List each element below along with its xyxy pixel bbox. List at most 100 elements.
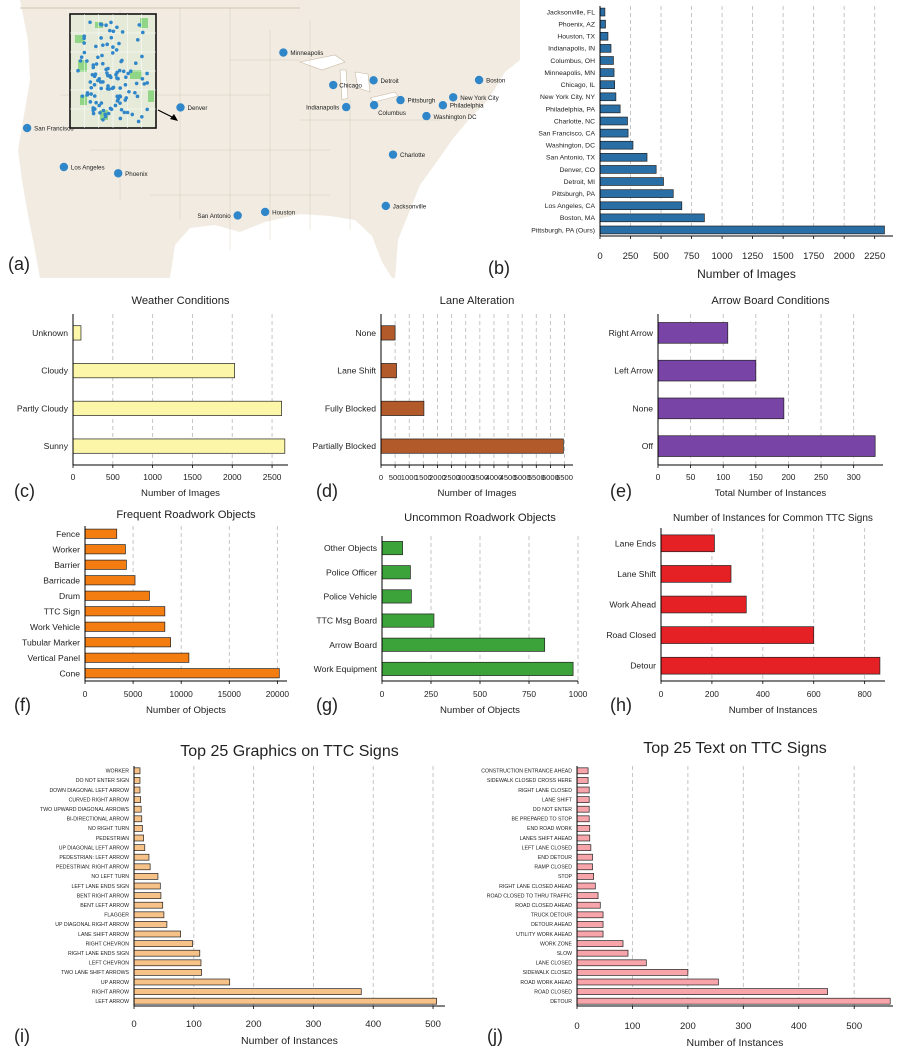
x-tick-label: 100 <box>186 1019 202 1030</box>
category-label: Chicago, IL <box>561 82 596 89</box>
inset-data-point <box>116 76 120 81</box>
x-tick-label: 600 <box>807 689 821 699</box>
category-label: NO LEFT TURN <box>91 874 129 880</box>
bar-lane-shift-arrow <box>133 930 182 938</box>
x-axis-label: Number of Instances <box>241 1035 338 1047</box>
charts-container: Jacksonville, FL Phoenix, AZ Houston, TX In… <box>14 6 893 1049</box>
x-tick-label: 2000 <box>834 251 855 262</box>
city-dot-indianapolis <box>341 102 351 112</box>
bar-right-arrow <box>657 322 729 344</box>
inset-data-point <box>92 94 97 98</box>
city-dot-columbus <box>369 100 379 110</box>
panel-label-f: (f) <box>14 695 31 715</box>
x-tick-label: 0 <box>379 473 383 482</box>
inset-data-point <box>114 48 119 52</box>
category-label: SIDEWALK CLOSED CROSS HERE <box>487 778 573 784</box>
category-label: Arrow Board <box>329 640 377 650</box>
category-label: Pittsburgh, PA (Ours) <box>531 227 595 234</box>
panel-label-i: (i) <box>14 1026 30 1046</box>
inset-data-point <box>98 80 103 84</box>
bar-detour <box>576 997 891 1005</box>
bar-right-arrow <box>133 988 362 995</box>
x-tick-label: 1500 <box>773 251 794 262</box>
panel-label-b: (b) <box>488 258 510 278</box>
category-label: Pittsburgh, PA <box>552 191 595 198</box>
x-tick-label: 750 <box>684 251 700 262</box>
category-label: DETOUR AHEAD <box>531 922 572 928</box>
city-label: Detroit <box>381 78 400 85</box>
inset-data-point <box>135 38 140 42</box>
category-label: LEFT LANE ENDS SIGN <box>71 884 129 890</box>
category-label: Off <box>642 441 654 451</box>
chart-panel-i: WORKER DO NOT ENTER SIGN DOWN DIAGONAL LEF… <box>14 743 445 1047</box>
category-label: NO RIGHT TURN <box>88 826 129 832</box>
category-label: UP ARROW <box>101 980 129 986</box>
inset-data-point <box>94 100 98 105</box>
inset-data-point <box>123 98 128 102</box>
bar-bent-left-arrow <box>133 901 164 909</box>
category-label: DOWN DIAGONAL LEFT ARROW <box>49 788 129 794</box>
x-tick-label: 1000 <box>712 251 733 262</box>
inset-data-point <box>119 107 124 112</box>
bar-worker <box>133 767 141 775</box>
city-dot-los-angeles <box>59 162 69 172</box>
x-tick-label: 50 <box>686 472 696 482</box>
bar-off <box>657 435 876 457</box>
inset-data-point <box>99 86 103 91</box>
bar-do-not-enter <box>576 805 590 813</box>
lake-erie <box>369 91 399 103</box>
inset-data-point <box>141 30 145 35</box>
bar-barrier <box>84 559 127 570</box>
bar-road-closed <box>576 988 828 995</box>
x-tick-label: 0 <box>131 1019 136 1030</box>
category-label: Washington, DC <box>546 143 595 150</box>
category-label: LANES SHIFT AHEAD <box>520 836 573 842</box>
category-label: DETOUR <box>550 999 572 1005</box>
inset-data-point <box>142 82 147 86</box>
bar-bent-right-arrow <box>133 892 162 899</box>
inset-data-point <box>111 29 116 34</box>
x-tick-label: 250 <box>814 472 828 482</box>
city-dot-detroit <box>369 76 378 85</box>
inset-data-point <box>106 84 110 88</box>
bar-lane-shift <box>380 363 397 379</box>
category-label: TTC Msg Board <box>316 616 377 626</box>
inset-data-point <box>120 58 124 63</box>
inset-data-point <box>120 30 125 34</box>
bar-fully-blocked <box>380 400 425 416</box>
bar-no-left-turn <box>133 873 159 880</box>
inset-data-point <box>89 92 93 96</box>
category-label: BI-DIRECTIONAL ARROW <box>67 817 129 823</box>
bar-minneapolis-mn <box>599 68 615 77</box>
category-label: Detour <box>630 661 656 671</box>
inset-data-point <box>113 103 118 108</box>
category-label: SIDEWALK CLOSED <box>523 970 573 976</box>
inset-data-point <box>79 55 84 59</box>
x-tick-label: 2000 <box>429 473 446 482</box>
chart-panel-g: Other Objects Police Officer Police Vehicl… <box>314 512 588 716</box>
inset-data-point <box>92 82 97 87</box>
bar-utility-work-ahead <box>576 930 604 938</box>
category-label: Tubular Marker <box>22 637 80 647</box>
inset-data-point <box>80 94 85 98</box>
x-axis-label: Total Number of Instances <box>715 488 827 499</box>
bar-sidewalk-closed <box>576 969 689 976</box>
lake-superior <box>298 54 346 71</box>
bar-indianapolis-in <box>599 44 612 53</box>
panel-label-e: (e) <box>610 481 632 501</box>
x-tick-label: 4000 <box>485 473 502 482</box>
x-tick-label: 200 <box>246 1019 262 1030</box>
bar-left-lane-closed <box>576 844 592 851</box>
inset-data-point <box>91 111 96 116</box>
category-label: RIGHT ARROW <box>92 989 129 995</box>
category-label: BENT RIGHT ARROW <box>77 893 129 899</box>
bar-fence <box>84 528 118 539</box>
category-label: Police Vehicle <box>323 591 377 601</box>
bar-left-chevron <box>133 959 202 967</box>
inset-data-point <box>121 69 126 74</box>
x-tick-label: 0 <box>574 1021 579 1032</box>
x-tick-label: 2250 <box>864 251 885 262</box>
bar-pedestrian-left-arrow <box>133 853 150 861</box>
bar-philadelphia-pa <box>599 104 621 114</box>
